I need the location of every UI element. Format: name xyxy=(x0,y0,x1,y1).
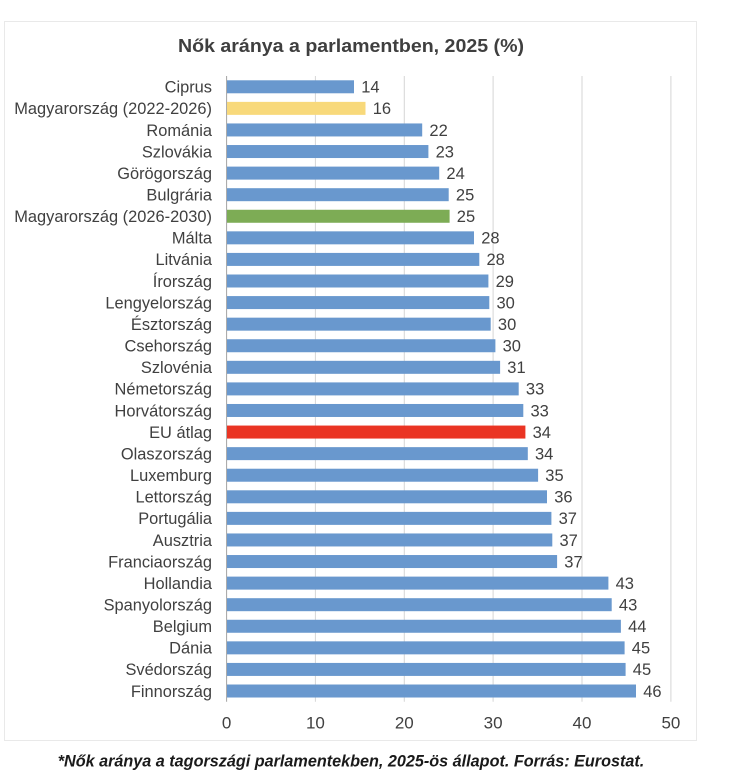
svg-text:43: 43 xyxy=(616,575,634,593)
svg-text:Ausztria: Ausztria xyxy=(153,532,213,550)
svg-text:Lettország: Lettország xyxy=(135,489,212,507)
svg-text:Finnország: Finnország xyxy=(131,683,212,701)
svg-text:Görögország: Görögország xyxy=(117,165,212,183)
svg-text:46: 46 xyxy=(643,683,661,701)
svg-text:Litvánia: Litvánia xyxy=(156,251,213,269)
svg-text:50: 50 xyxy=(661,714,680,733)
svg-text:31: 31 xyxy=(507,359,525,377)
svg-text:Szlovénia: Szlovénia xyxy=(141,359,213,377)
svg-text:30: 30 xyxy=(484,714,503,733)
svg-text:36: 36 xyxy=(554,489,572,507)
svg-text:34: 34 xyxy=(535,445,553,463)
svg-text:34: 34 xyxy=(533,424,551,442)
svg-text:0: 0 xyxy=(222,714,231,733)
svg-text:37: 37 xyxy=(560,532,578,550)
svg-text:Észtország: Észtország xyxy=(131,315,212,334)
svg-text:30: 30 xyxy=(498,316,516,334)
svg-text:25: 25 xyxy=(456,186,474,204)
svg-text:25: 25 xyxy=(457,208,475,226)
svg-text:20: 20 xyxy=(395,714,414,733)
svg-text:23: 23 xyxy=(436,143,454,161)
svg-text:40: 40 xyxy=(573,714,592,733)
svg-text:22: 22 xyxy=(429,122,447,140)
svg-text:33: 33 xyxy=(526,381,544,399)
svg-text:Magyarország (2022-2026): Magyarország (2022-2026) xyxy=(14,100,212,118)
svg-text:Ciprus: Ciprus xyxy=(165,79,212,97)
svg-text:Belgium: Belgium xyxy=(153,618,212,636)
svg-text:Dánia: Dánia xyxy=(169,640,213,658)
svg-text:Portugália: Portugália xyxy=(138,510,213,528)
svg-text:45: 45 xyxy=(632,640,650,658)
svg-text:Németország: Németország xyxy=(115,381,212,399)
svg-text:Hollandia: Hollandia xyxy=(144,575,213,593)
svg-text:10: 10 xyxy=(306,714,325,733)
svg-text:37: 37 xyxy=(564,553,582,571)
svg-text:Málta: Málta xyxy=(172,230,213,248)
svg-text:33: 33 xyxy=(531,402,549,420)
svg-text:Románia: Románia xyxy=(146,122,212,140)
svg-text:16: 16 xyxy=(373,100,391,118)
svg-text:44: 44 xyxy=(628,618,646,636)
svg-text:14: 14 xyxy=(361,79,379,97)
svg-text:35: 35 xyxy=(545,467,563,485)
svg-text:29: 29 xyxy=(496,273,514,291)
svg-text:Írország: Írország xyxy=(153,272,212,291)
svg-text:37: 37 xyxy=(559,510,577,528)
svg-text:Svédország: Svédország xyxy=(125,661,212,679)
svg-text:30: 30 xyxy=(497,294,515,312)
svg-text:Spanyolország: Spanyolország xyxy=(104,596,212,614)
svg-text:30: 30 xyxy=(503,338,521,356)
svg-text:Lengyelország: Lengyelország xyxy=(105,294,212,312)
svg-text:45: 45 xyxy=(633,661,651,679)
svg-text:24: 24 xyxy=(446,165,464,183)
svg-text:Csehország: Csehország xyxy=(125,338,212,356)
svg-text:EU átlag: EU átlag xyxy=(149,424,212,442)
svg-text:Bulgrária: Bulgrária xyxy=(146,186,212,204)
svg-text:28: 28 xyxy=(481,230,499,248)
svg-text:Horvátország: Horvátország xyxy=(115,402,212,420)
svg-text:*Nők aránya a tagországi parla: *Nők aránya a tagországi parlamentekben,… xyxy=(58,753,645,771)
svg-text:43: 43 xyxy=(619,596,637,614)
svg-text:Nők aránya a parlamentben, 202: Nők aránya a parlamentben, 2025 (%) xyxy=(178,35,524,56)
svg-text:Luxemburg: Luxemburg xyxy=(130,467,212,485)
svg-text:28: 28 xyxy=(487,251,505,269)
svg-text:Franciaország: Franciaország xyxy=(108,553,212,571)
svg-text:Szlovákia: Szlovákia xyxy=(142,143,213,161)
svg-text:Magyarország (2026-2030): Magyarország (2026-2030) xyxy=(14,208,212,226)
svg-text:Olaszország: Olaszország xyxy=(121,445,212,463)
